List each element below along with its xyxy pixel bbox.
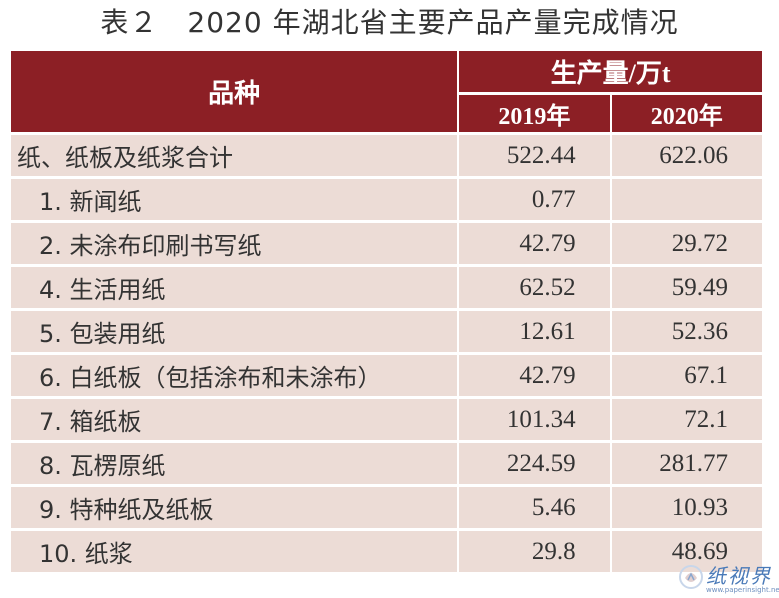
table-row: 8. 瓦楞原纸 224.59 281.77 — [11, 443, 762, 484]
value-2019: 224.59 — [459, 443, 610, 484]
row-name: 8. 瓦楞原纸 — [11, 443, 458, 484]
value-2020: 59.49 — [611, 267, 762, 308]
value-2019: 42.79 — [459, 223, 610, 264]
value-2020: 10.93 — [611, 487, 762, 528]
value-2020: 29.72 — [611, 223, 762, 264]
row-name: 10. 纸浆 — [11, 531, 458, 572]
row-name: 纸、纸板及纸浆合计 — [11, 135, 458, 176]
table-row: 6. 白纸板（包括涂布和未涂布） 42.79 67.1 — [11, 355, 762, 396]
value-2020: 48.69 — [611, 531, 762, 572]
watermark-logo-icon — [679, 565, 703, 589]
table-row: 5. 包装用纸 12.61 52.36 — [11, 311, 762, 352]
row-name: 6. 白纸板（包括涂布和未涂布） — [11, 355, 458, 396]
table-row: 9. 特种纸及纸板 5.46 10.93 — [11, 487, 762, 528]
table-row: 1. 新闻纸 0.77 — [11, 179, 762, 220]
value-2020: 622.06 — [611, 135, 762, 176]
row-name: 5. 包装用纸 — [11, 311, 458, 352]
value-2019: 5.46 — [459, 487, 610, 528]
watermark: 纸视界 www.paperinsight.net — [676, 560, 779, 598]
value-2020 — [611, 179, 762, 220]
row-name: 2. 未涂布印刷书写纸 — [11, 223, 458, 264]
value-2019: 62.52 — [459, 267, 610, 308]
value-2019: 29.8 — [459, 531, 610, 572]
watermark-text: 纸视界 — [706, 564, 772, 588]
table-row: 4. 生活用纸 62.52 59.49 — [11, 267, 762, 308]
value-2019: 12.61 — [459, 311, 610, 352]
value-2020: 52.36 — [611, 311, 762, 352]
header-year-2020: 2020年 — [611, 95, 762, 132]
value-2020: 72.1 — [611, 399, 762, 440]
table-row: 10. 纸浆 29.8 48.69 — [11, 531, 762, 572]
value-2019: 0.77 — [459, 179, 610, 220]
header-year-2019: 2019年 — [459, 95, 610, 132]
value-2019: 522.44 — [459, 135, 610, 176]
header-product-type: 品种 — [11, 51, 458, 132]
table-row: 2. 未涂布印刷书写纸 42.79 29.72 — [11, 223, 762, 264]
row-name: 9. 特种纸及纸板 — [11, 487, 458, 528]
header-output-unit: 生产量/万t — [459, 51, 762, 92]
row-name: 4. 生活用纸 — [11, 267, 458, 308]
table-row: 纸、纸板及纸浆合计 522.44 622.06 — [11, 135, 762, 176]
table-title: 表２ 2020 年湖北省主要产品产量完成情况 — [100, 6, 679, 39]
row-name: 7. 箱纸板 — [11, 399, 458, 440]
value-2020: 281.77 — [611, 443, 762, 484]
value-2019: 42.79 — [459, 355, 610, 396]
watermark-url: www.paperinsight.net — [706, 586, 779, 594]
table-row: 7. 箱纸板 101.34 72.1 — [11, 399, 762, 440]
value-2019: 101.34 — [459, 399, 610, 440]
row-name: 1. 新闻纸 — [11, 179, 458, 220]
production-table: 品种 生产量/万t 2019年 2020年 纸、纸板及纸浆合计 522.44 6… — [9, 48, 764, 575]
value-2020: 67.1 — [611, 355, 762, 396]
